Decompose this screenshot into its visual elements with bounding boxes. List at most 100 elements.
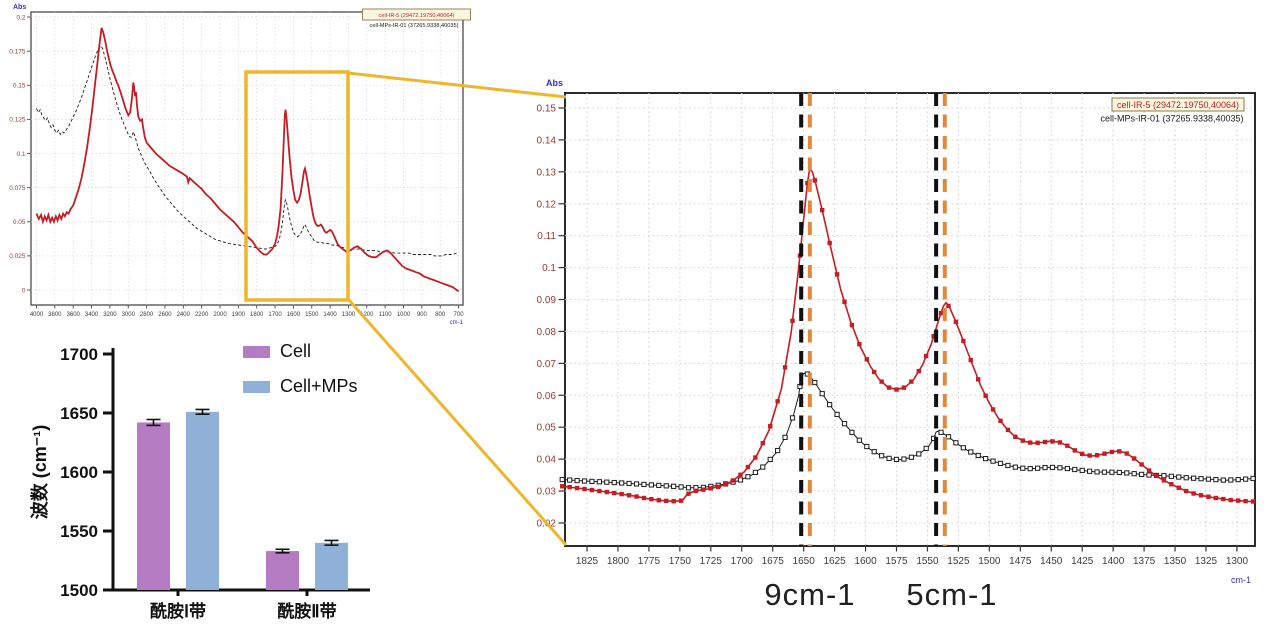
full-abs-axis-label: Abs xyxy=(13,4,26,11)
bar-series-Cell+MPs xyxy=(186,408,348,590)
bar-y-axis-title: 波数 (cm⁻¹) xyxy=(29,425,50,520)
bar-y-tick-labels: 1500 1550 1600 1650 1700 xyxy=(60,345,98,600)
x-tick-label: 1400 xyxy=(1102,556,1125,567)
zoom-plot-frame xyxy=(564,92,1256,547)
legend-swatch-Cell xyxy=(243,346,270,358)
y-tick-label: 0.1 xyxy=(542,263,556,274)
x-tick-label: 1450 xyxy=(1040,556,1063,567)
y-tick-label: 0.02 xyxy=(537,518,557,529)
y-tick-label: 0.05 xyxy=(537,423,557,434)
zoom-x-tick-labels: 1825 1800 1775 1750 1725 1700 1675 1650 1625 1600… xyxy=(576,556,1249,567)
x-tick-label: 2600 xyxy=(158,312,172,318)
x-tick-label: 1500 xyxy=(305,312,319,318)
full-plot-ticks xyxy=(27,16,459,309)
zoom-spectrum-plot: 1825 1800 1775 1750 1725 1700 1675 1650 1625 1600… xyxy=(537,78,1256,585)
x-tick-label: 1600 xyxy=(854,556,877,567)
bar-Cell-0 xyxy=(137,422,170,590)
x-tick-label: 1325 xyxy=(1195,556,1218,567)
x-tick-label: 3600 xyxy=(67,312,81,318)
zoom-legend-selected-box[interactable] xyxy=(1111,97,1245,112)
x-tick-label: 1200 xyxy=(360,312,374,318)
x-tick-label: 1300 xyxy=(1226,556,1249,567)
bar-category-labels: 酰胺Ⅰ带 酰胺Ⅱ带 xyxy=(150,601,337,621)
x-tick-label: 1000 xyxy=(397,312,411,318)
x-tick-label: 1500 xyxy=(978,556,1001,567)
x-tick-label: 3400 xyxy=(85,312,99,318)
amide1-shift-label: 9cm-1 xyxy=(764,577,856,612)
full-legend-entry-cell-mps[interactable]: cell-MPs-IR-01 (37265.9338,40035) xyxy=(370,23,459,29)
x-tick-label: 4000 xyxy=(30,312,44,318)
full-x-tick-labels: 4000 3800 3600 3400 3200 3000 2800 2600 2400 2200… xyxy=(30,312,464,318)
full-legend-selected-box[interactable] xyxy=(362,8,471,21)
full-y-tick-labels: 0 0.025 0.05 0.075 0.1 0.125 0.15 0.175 0.2 xyxy=(9,14,26,294)
legend-label-Cell+MPs: Cell+MPs xyxy=(280,376,358,396)
x-tick-label: 1525 xyxy=(947,556,970,567)
full-cm1-axis-label: cm-1 xyxy=(450,320,464,326)
y-tick-label: 0 xyxy=(22,287,26,294)
y-tick-label: 1600 xyxy=(60,463,98,482)
x-tick-label: 1675 xyxy=(762,556,785,567)
y-tick-label: 0.03 xyxy=(537,487,557,498)
x-tick-label: 2200 xyxy=(195,312,209,318)
x-tick-label: 1700 xyxy=(731,556,754,567)
x-tick-label: 3000 xyxy=(122,312,136,318)
bar-Cell+MPs-0 xyxy=(186,411,219,590)
x-tick-label: 800 xyxy=(435,312,446,318)
full-legend-entry-cell[interactable]: cell-IR-5 (29472.19750,40064) xyxy=(379,13,455,19)
y-tick-label: 0.08 xyxy=(537,327,557,338)
y-tick-label: 1650 xyxy=(60,404,98,423)
y-tick-label: 0.09 xyxy=(537,295,557,306)
x-tick-label: 1375 xyxy=(1133,556,1156,567)
x-tick-label: 1350 xyxy=(1164,556,1187,567)
y-tick-label: 0.13 xyxy=(537,167,557,178)
x-tick-label: 2800 xyxy=(140,312,154,318)
bar-series-Cell xyxy=(137,418,299,590)
zoom-legend-entry-cell[interactable]: cell-IR-5 (29472.19750,40064) xyxy=(1117,100,1239,110)
x-tick-label: 1550 xyxy=(916,556,939,567)
y-tick-label: 0.06 xyxy=(537,391,557,402)
x-tick-label: 1825 xyxy=(576,556,599,567)
x-tick-label: 900 xyxy=(417,312,428,318)
x-tick-label: 1800 xyxy=(607,556,630,567)
y-tick-label: 0.075 xyxy=(9,185,26,192)
x-tick-label: 1700 xyxy=(268,312,282,318)
y-tick-label: 0.025 xyxy=(9,253,26,260)
error-bar xyxy=(195,408,210,415)
x-tick-label: 1600 xyxy=(287,312,301,318)
y-tick-label: 0.05 xyxy=(13,219,26,226)
x-tick-label: 1650 xyxy=(793,556,816,567)
zoom-cm1-axis-label: cm-1 xyxy=(1231,575,1251,585)
zoom-y-tick-labels: 0.02 0.03 0.04 0.05 0.06 0.07 0.08 0.09 0.1 0.11 0… xyxy=(537,104,557,530)
series-cell-MPs-IR-01 xyxy=(36,44,459,257)
full-spectrum-plot: 4000 3800 3600 3400 3200 3000 2800 2600 2400 2200… xyxy=(9,4,471,326)
bar-legend: Cell Cell+MPs xyxy=(243,341,358,396)
bar-chart: 1500 1550 1600 1650 1700 酰胺Ⅰ带 酰胺Ⅱ带 波数 (cm⁻¹) Cel… xyxy=(29,341,370,621)
y-tick-label: 0.175 xyxy=(9,48,26,55)
markers-cell-IR-5 xyxy=(560,178,1256,504)
bar-Cell+MPs-1 xyxy=(315,542,348,590)
y-tick-label: 1700 xyxy=(60,345,98,364)
y-tick-label: 0.11 xyxy=(537,231,556,242)
error-bar xyxy=(275,548,290,554)
x-tick-label: 1625 xyxy=(823,556,846,567)
y-tick-label: 0.12 xyxy=(537,199,557,210)
x-tick-label: 1300 xyxy=(342,312,356,318)
zoom-legend-entry-cell-mps[interactable]: cell-MPs-IR-01 (37265.9338,40035) xyxy=(1100,114,1243,124)
x-tick-label: 3800 xyxy=(48,312,62,318)
x-tick-label: 1725 xyxy=(700,556,723,567)
x-tick-label: 1400 xyxy=(323,312,337,318)
y-tick-label: 0.15 xyxy=(13,83,26,90)
y-tick-label: 0.15 xyxy=(537,104,557,115)
x-tick-label: 1750 xyxy=(669,556,692,567)
y-tick-label: 0.14 xyxy=(537,135,557,146)
x-tick-label: 3200 xyxy=(103,312,117,318)
x-tick-label: 1900 xyxy=(232,312,246,318)
y-tick-label: 0.125 xyxy=(9,117,26,124)
y-tick-label: 0.2 xyxy=(16,14,25,21)
x-tick-label: 1800 xyxy=(250,312,264,318)
zoom-abs-axis-label: Abs xyxy=(546,78,563,88)
x-tick-label: 1775 xyxy=(638,556,661,567)
legend-swatch-Cell+MPs xyxy=(243,381,270,393)
